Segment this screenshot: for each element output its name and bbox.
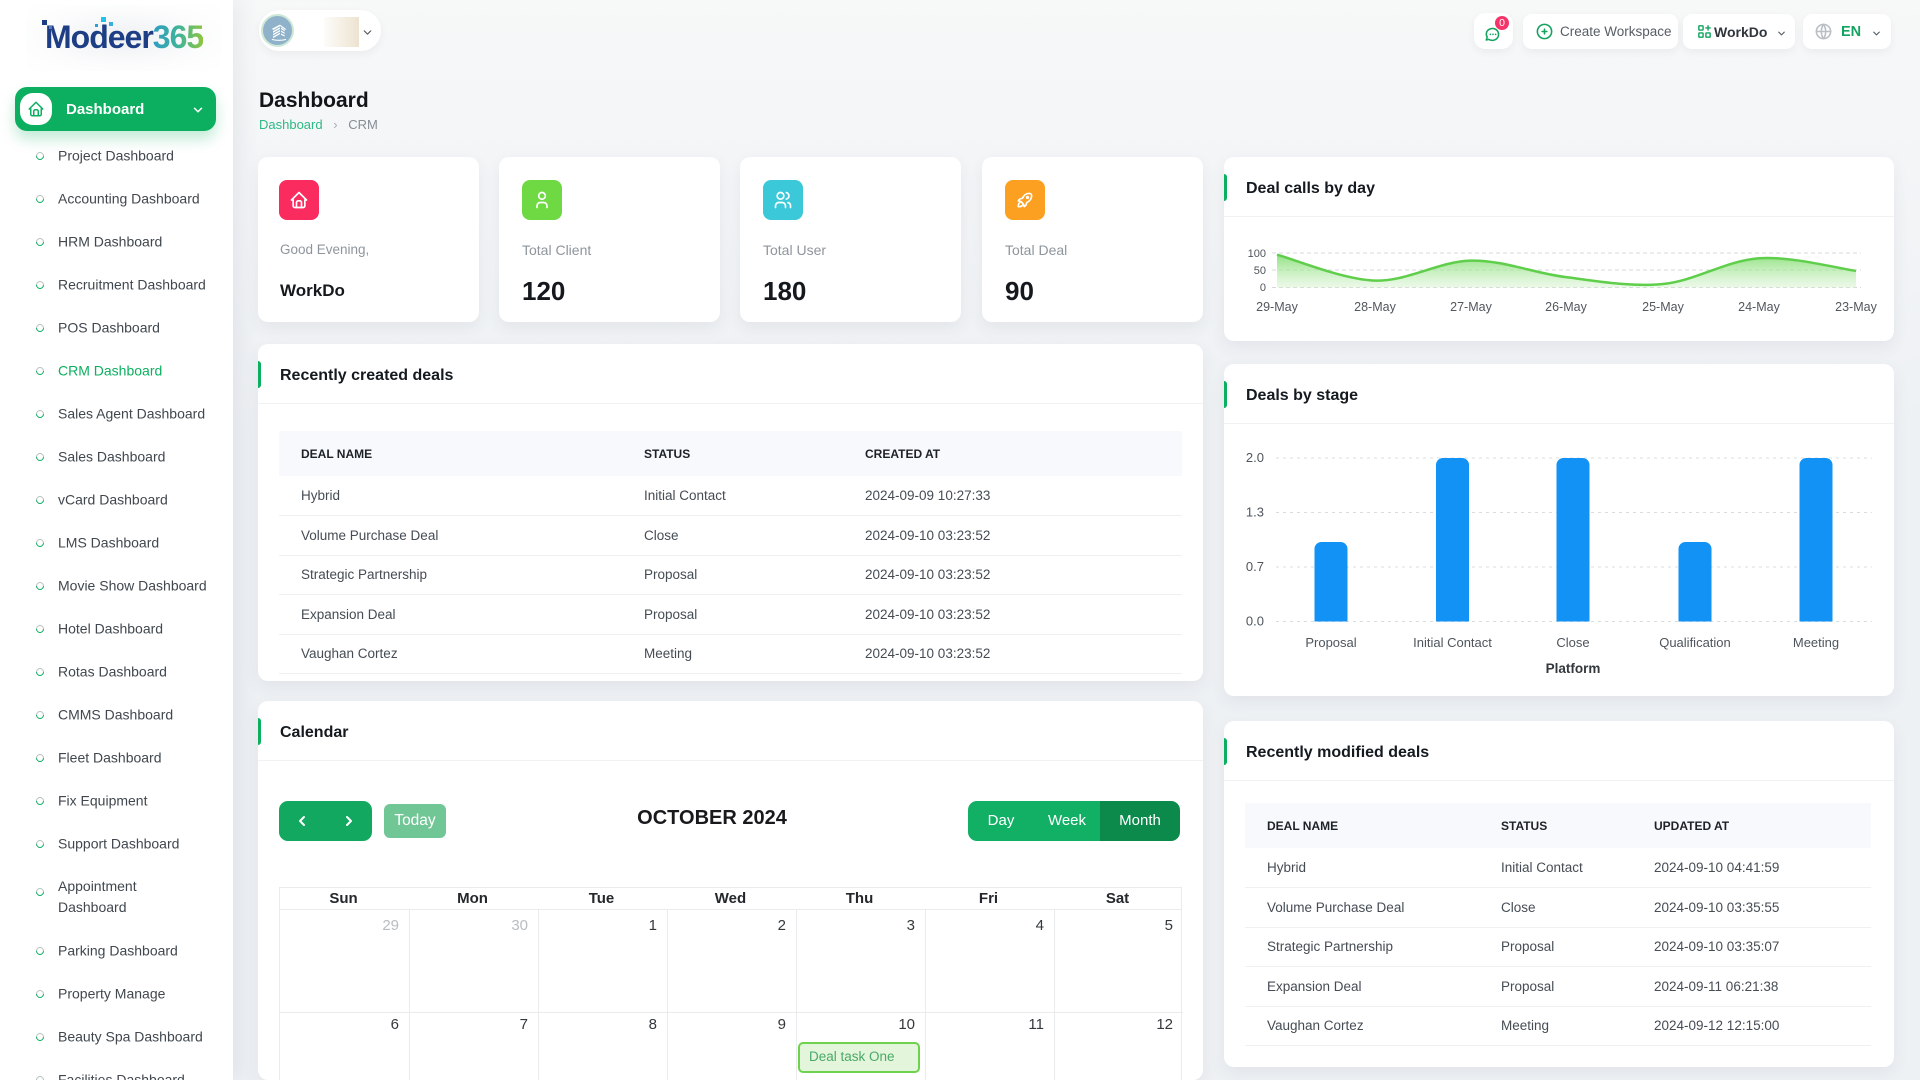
svg-text:26-May: 26-May: [1545, 300, 1587, 314]
svg-text:2.0: 2.0: [1246, 450, 1264, 465]
svg-text:29-May: 29-May: [1256, 300, 1298, 314]
svg-text:Meeting: Meeting: [1793, 635, 1839, 650]
svg-text:Close: Close: [1556, 635, 1589, 650]
svg-text:27-May: 27-May: [1450, 300, 1492, 314]
svg-text:0.0: 0.0: [1246, 614, 1264, 629]
svg-text:0.7: 0.7: [1246, 559, 1264, 574]
svg-text:0: 0: [1260, 282, 1266, 294]
svg-text:28-May: 28-May: [1354, 300, 1396, 314]
svg-text:Platform: Platform: [1546, 661, 1601, 676]
svg-text:Proposal: Proposal: [1305, 635, 1356, 650]
svg-text:25-May: 25-May: [1642, 300, 1684, 314]
svg-text:23-May: 23-May: [1835, 300, 1877, 314]
svg-text:100: 100: [1248, 248, 1266, 260]
svg-text:Initial Contact: Initial Contact: [1413, 635, 1492, 650]
svg-text:50: 50: [1254, 265, 1266, 277]
svg-text:Qualification: Qualification: [1659, 635, 1731, 650]
svg-text:1.3: 1.3: [1246, 505, 1264, 520]
svg-text:24-May: 24-May: [1738, 300, 1780, 314]
